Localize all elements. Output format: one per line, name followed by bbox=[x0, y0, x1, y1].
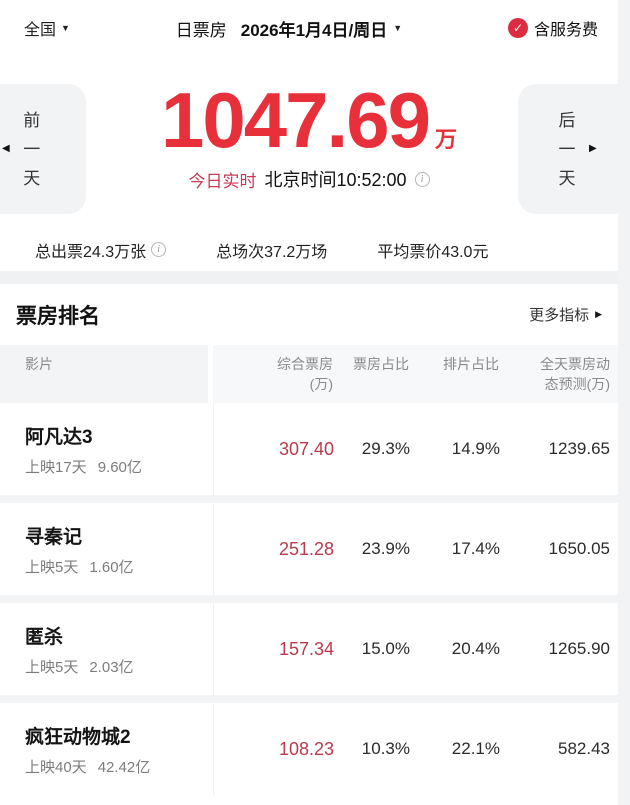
release-days: 上映40天 bbox=[25, 758, 87, 776]
film-cell: 疯狂动物城2 上映40天 42.42亿 bbox=[0, 703, 213, 795]
film-title: 疯狂动物城2 bbox=[25, 726, 131, 748]
film-subtitle: 上映17天 9.60亿 bbox=[25, 456, 213, 477]
more-indicators-link[interactable]: 更多指标 ▶ bbox=[529, 304, 602, 325]
row-divider bbox=[0, 495, 618, 503]
metrics-cell: 108.23 10.3% 22.1% 582.43 bbox=[213, 703, 618, 795]
stat-total-sessions: 总场次37.2万场 bbox=[216, 238, 327, 262]
beijing-time-label: 北京时间10:52:00 bbox=[264, 170, 407, 191]
film-subtitle: 上映5天 1.60亿 bbox=[25, 556, 213, 577]
film-cell: 阿凡达3 上映17天 9.60亿 bbox=[0, 403, 213, 495]
caret-down-icon: ▼ bbox=[61, 22, 70, 33]
header-forecast-label: 全天票房动态预测(万) bbox=[540, 356, 610, 392]
stat-avg-price: 平均票价43.0元 bbox=[377, 238, 488, 262]
more-indicators-label: 更多指标 bbox=[529, 307, 590, 324]
forecast-value: 1650.05 bbox=[548, 539, 610, 558]
screen-share-value: 14.9% bbox=[451, 439, 500, 458]
header-gross: 综合票房(万) bbox=[213, 354, 333, 403]
gross-value: 157.34 bbox=[278, 638, 334, 659]
cumulative-gross: 9.60亿 bbox=[97, 458, 142, 476]
box-share-value: 10.3% bbox=[361, 739, 410, 758]
release-days: 上映5天 bbox=[25, 558, 79, 576]
region-selector[interactable]: 全国 ▼ bbox=[24, 16, 70, 40]
region-label: 全国 bbox=[24, 22, 57, 39]
header-metrics: 综合票房(万) 票房占比 排片占比 全天票房动态预测(万) bbox=[213, 345, 618, 403]
release-days: 上映5天 bbox=[25, 658, 79, 676]
cumulative-gross: 1.60亿 bbox=[89, 558, 134, 576]
arrow-left-icon: ◀ bbox=[2, 143, 10, 154]
next-day-button[interactable]: 后一天 ▶ bbox=[518, 84, 618, 214]
section-divider bbox=[0, 271, 618, 284]
metrics-cell: 157.34 15.0% 20.4% 1265.90 bbox=[213, 603, 618, 695]
film-title: 寻秦记 bbox=[25, 526, 83, 548]
service-fee-label: 含服务费 bbox=[533, 22, 598, 39]
header-gap bbox=[208, 345, 213, 403]
film-cell: 匿杀 上映5天 2.03亿 bbox=[0, 603, 213, 695]
ranking-header: 票房排名 更多指标 ▶ bbox=[0, 284, 618, 345]
table-row[interactable]: 寻秦记 上映5天 1.60亿 251.28 23.9% 17.4% 1650.0… bbox=[0, 503, 618, 595]
info-icon[interactable]: i bbox=[414, 171, 430, 187]
metrics-cell: 307.40 29.3% 14.9% 1239.65 bbox=[213, 403, 618, 495]
box-share-value: 15.0% bbox=[361, 639, 410, 658]
stat-total-sessions-label: 总场次37.2万场 bbox=[216, 243, 328, 261]
date-label: 2026年1月4日/周日 bbox=[240, 20, 388, 40]
total-box-office-unit: 万 bbox=[434, 127, 457, 152]
prev-day-label: 前一天 bbox=[23, 110, 41, 188]
gross-value: 251.28 bbox=[278, 538, 334, 559]
header-screen-share: 排片占比 bbox=[443, 356, 499, 372]
header-forecast: 全天票房动态预测(万) bbox=[499, 354, 618, 403]
stat-total-tickets-label: 总出票24.3万张 bbox=[35, 243, 147, 261]
stat-avg-price-label: 平均票价43.0元 bbox=[377, 243, 489, 261]
info-icon[interactable]: i bbox=[151, 242, 167, 257]
gross-value: 108.23 bbox=[278, 738, 334, 759]
screen-share-value: 17.4% bbox=[451, 539, 500, 558]
cumulative-gross: 2.03亿 bbox=[89, 658, 134, 676]
hero-section: ◀ 前一天 后一天 ▶ 1047.69 万 今日实时 北京时间10:52:00 i bbox=[0, 56, 618, 228]
row-divider bbox=[0, 695, 618, 703]
arrow-right-icon: ▶ bbox=[595, 309, 602, 319]
service-fee-toggle[interactable]: ✓ 含服务费 bbox=[507, 16, 598, 40]
caret-down-icon: ▼ bbox=[393, 22, 403, 33]
film-subtitle: 上映5天 2.03亿 bbox=[25, 656, 213, 677]
top-bar: 全国 ▼ 日票房 2026年1月4日/周日 ▼ ✓ 含服务费 bbox=[0, 0, 618, 56]
stat-total-tickets: 总出票24.3万张 i bbox=[35, 238, 167, 262]
box-share-value: 23.9% bbox=[361, 539, 410, 558]
cumulative-gross: 42.42亿 bbox=[97, 758, 151, 776]
stats-row: 总出票24.3万张 i 总场次37.2万场 平均票价43.0元 bbox=[0, 228, 618, 271]
total-box-office-value: 1047.69 bbox=[161, 76, 431, 164]
date-selector[interactable]: 2026年1月4日/周日 ▼ bbox=[241, 16, 402, 41]
table-row[interactable]: 匿杀 上映5天 2.03亿 157.34 15.0% 20.4% 1265.90 bbox=[0, 603, 618, 695]
screen-share-value: 20.4% bbox=[451, 639, 500, 658]
check-icon: ✓ bbox=[507, 18, 528, 38]
table-row[interactable]: 疯狂动物城2 上映40天 42.42亿 108.23 10.3% 22.1% 5… bbox=[0, 703, 618, 795]
total-box-office: 1047.69 万 bbox=[86, 78, 532, 162]
gross-value: 307.40 bbox=[278, 438, 334, 459]
box-share-value: 29.3% bbox=[361, 439, 410, 458]
metrics-cell: 251.28 23.9% 17.4% 1650.05 bbox=[213, 503, 618, 595]
table-header: 影片 综合票房(万) 票房占比 排片占比 全天票房动态预测(万) bbox=[0, 345, 618, 403]
ranking-title: 票房排名 bbox=[16, 304, 100, 328]
film-subtitle: 上映40天 42.42亿 bbox=[25, 756, 213, 777]
prev-day-button[interactable]: ◀ 前一天 bbox=[0, 84, 86, 214]
film-title: 阿凡达3 bbox=[25, 426, 93, 448]
arrow-right-icon: ▶ bbox=[589, 143, 597, 154]
table-row[interactable]: 阿凡达3 上映17天 9.60亿 307.40 29.3% 14.9% 1239… bbox=[0, 403, 618, 495]
hero-center: 1047.69 万 今日实时 北京时间10:52:00 i bbox=[86, 56, 532, 192]
forecast-value: 1239.65 bbox=[548, 439, 610, 458]
realtime-line: 今日实时 北京时间10:52:00 i bbox=[86, 166, 532, 192]
page-type-label: 日票房 bbox=[175, 20, 227, 40]
film-title: 匿杀 bbox=[25, 626, 64, 648]
release-days: 上映17天 bbox=[25, 458, 87, 476]
film-cell: 寻秦记 上映5天 1.60亿 bbox=[0, 503, 213, 595]
forecast-value: 1265.90 bbox=[548, 639, 610, 658]
screen-share-value: 22.1% bbox=[451, 739, 500, 758]
header-gross-label: 综合票房(万) bbox=[277, 356, 333, 392]
forecast-value: 582.43 bbox=[558, 739, 610, 758]
row-divider bbox=[0, 595, 618, 603]
realtime-label: 今日实时 bbox=[188, 171, 257, 191]
title-group: 日票房 2026年1月4日/周日 ▼ bbox=[70, 16, 508, 41]
header-box-share: 票房占比 bbox=[353, 356, 409, 372]
next-day-label: 后一天 bbox=[558, 110, 576, 188]
header-film: 影片 bbox=[0, 345, 208, 403]
